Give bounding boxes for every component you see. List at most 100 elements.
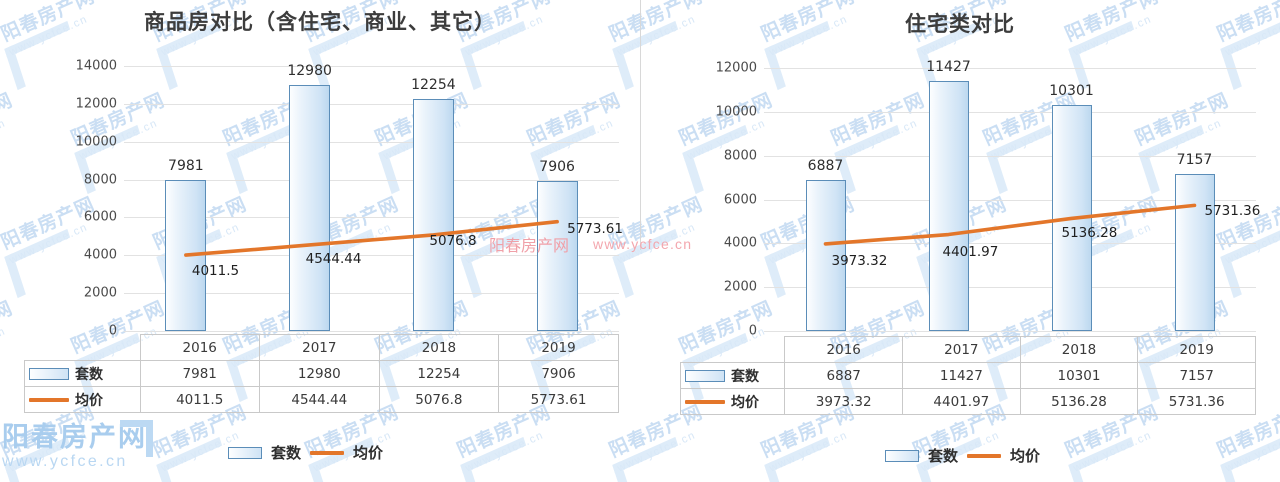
table-row: 套数 7981 12980 12254 7906 — [24, 360, 620, 387]
table-header-corner — [24, 334, 141, 361]
y-axis-tick-label: 4000 — [723, 235, 757, 251]
gridline — [764, 331, 1256, 332]
table-cell: 11427 — [902, 362, 1021, 389]
bar-value-label: 7906 — [539, 159, 575, 176]
gridline — [124, 255, 619, 257]
y-axis-tick-label: 2000 — [83, 285, 117, 301]
table-header-cell: 2018 — [378, 334, 499, 361]
y-axis-tick-label: 12000 — [715, 60, 757, 76]
y-axis-tick-label: 0 — [108, 323, 117, 339]
line-value-label: 4011.5 — [191, 263, 240, 280]
table-cell: 4011.5 — [139, 386, 260, 413]
bar-2019 — [536, 181, 578, 331]
table-line-swatch — [685, 399, 725, 404]
table-cell: 12980 — [258, 360, 380, 387]
y-axis-tick-label: 10000 — [75, 134, 117, 150]
table-row-header: 2016 2017 2018 2019 — [680, 336, 1256, 363]
bar-value-label: 10301 — [1049, 83, 1094, 100]
bar-value-label: 7157 — [1176, 152, 1213, 169]
legend-bar-label: 套数 — [928, 447, 959, 465]
table-cell: 4544.44 — [258, 386, 380, 413]
panel-divider — [640, 0, 641, 250]
table-bar-swatch — [685, 369, 725, 382]
legend-bar-label: 套数 — [271, 444, 302, 462]
legend-line-swatch — [310, 450, 345, 455]
gridline — [124, 293, 619, 295]
chart-legend-residential: 套数 均价 — [885, 445, 1040, 466]
table-cell: 6887 — [784, 362, 904, 389]
chart-title-commercial-housing: 商品房对比（含住宅、商业、其它） — [144, 9, 496, 34]
bar-value-label: 7981 — [168, 157, 204, 174]
line-value-label: 5773.61 — [567, 220, 623, 237]
y-axis-tick-label: 6000 — [723, 192, 757, 207]
line-value-label: 5731.36 — [1204, 203, 1261, 220]
gridline — [124, 103, 619, 105]
table-cell: 7906 — [497, 360, 620, 387]
table-header-cell: 2016 — [139, 334, 260, 361]
bar-2017 — [928, 80, 969, 331]
chart-panel-residential: 住宅类对比 0 2000 4000 6000 8000 10000 12000 6887 114… — [640, 0, 1280, 482]
data-table-residential: 2016 2017 2018 2019 套数 6887 11427 10301 7157 均价 39… — [679, 336, 1256, 415]
table-series-key: 套数 — [679, 362, 786, 389]
gridline — [764, 287, 1256, 289]
y-axis-tick-label: 4000 — [83, 247, 117, 263]
legend-line-label: 均价 — [1010, 447, 1041, 465]
table-bar-swatch — [29, 367, 69, 380]
table-row: 均价 3973.32 4401.97 5136.28 5731.36 — [679, 388, 1256, 415]
table-header-cell: 2017 — [902, 336, 1021, 363]
line-value-label: 5076.8 — [429, 232, 477, 249]
table-line-swatch — [29, 397, 69, 402]
gridline — [764, 199, 1256, 201]
table-series-key: 套数 — [24, 360, 141, 387]
y-axis-tick-label: 6000 — [83, 209, 117, 225]
chart-title-residential: 住宅类对比 — [905, 11, 1015, 36]
table-cell: 3973.32 — [784, 388, 904, 415]
bar-value-label: 12980 — [287, 63, 332, 80]
gridline — [764, 111, 1256, 113]
chart-legend-commercial-housing: 套数 均价 — [228, 442, 383, 463]
gridline — [764, 243, 1256, 245]
y-axis-tick-label: 10000 — [715, 104, 757, 120]
table-series-label: 套数 — [75, 366, 103, 383]
gridline — [764, 68, 1256, 69]
table-cell: 5773.61 — [497, 386, 620, 413]
chart-panel-commercial-housing: 商品房对比（含住宅、商业、其它） 0 2000 4000 6000 8000 10000 1… — [24, 9, 623, 463]
table-cell: 5136.28 — [1019, 388, 1139, 415]
table-cell: 7981 — [139, 360, 260, 387]
bar-2017 — [289, 85, 331, 331]
average-price-line — [823, 203, 1197, 246]
y-axis-tick-label: 2000 — [723, 279, 757, 295]
gridline — [124, 179, 619, 181]
table-header-cell: 2018 — [1019, 336, 1139, 363]
bar-2018 — [412, 99, 454, 331]
plot-area-commercial-housing: 0 2000 4000 6000 8000 10000 12000 14000 7981 1298… — [76, 59, 623, 339]
table-cell: 5076.8 — [378, 386, 499, 413]
average-price-line — [184, 219, 559, 257]
y-axis-tick-label: 12000 — [75, 96, 117, 112]
line-value-label: 5136.28 — [1061, 225, 1118, 242]
line-value-label: 3973.32 — [831, 252, 888, 269]
plot-area-residential: 0 2000 4000 6000 8000 10000 12000 6887 11427 1030… — [716, 59, 1261, 339]
bar-2016 — [805, 180, 846, 331]
legend-bar-swatch — [228, 446, 262, 459]
table-row: 均价 4011.5 4544.44 5076.8 5773.61 — [24, 386, 620, 413]
line-value-label: 4544.44 — [305, 250, 362, 267]
bar-value-label: 12254 — [411, 77, 456, 94]
table-header-cell: 2019 — [497, 334, 620, 361]
table-series-label: 套数 — [731, 368, 759, 385]
bar-2019 — [1174, 174, 1215, 331]
bar-value-label: 11427 — [926, 58, 971, 75]
table-row: 套数 6887 11427 10301 7157 — [679, 362, 1256, 389]
table-series-key: 均价 — [24, 386, 141, 413]
y-axis-tick-label: 8000 — [83, 172, 117, 188]
table-header-corner — [680, 336, 786, 363]
table-cell: 12254 — [378, 360, 499, 387]
table-series-label: 均价 — [731, 394, 759, 411]
y-axis-tick-label: 8000 — [723, 148, 757, 164]
bar-value-label: 6887 — [807, 158, 844, 175]
table-series-key: 均价 — [679, 388, 786, 415]
legend-line-label: 均价 — [353, 444, 384, 462]
data-table-commercial-housing: 2016 2017 2018 2019 套数 7981 12980 12254 7906 均价 40… — [24, 334, 620, 413]
table-cell: 4401.97 — [902, 388, 1021, 415]
gridline — [124, 66, 619, 67]
